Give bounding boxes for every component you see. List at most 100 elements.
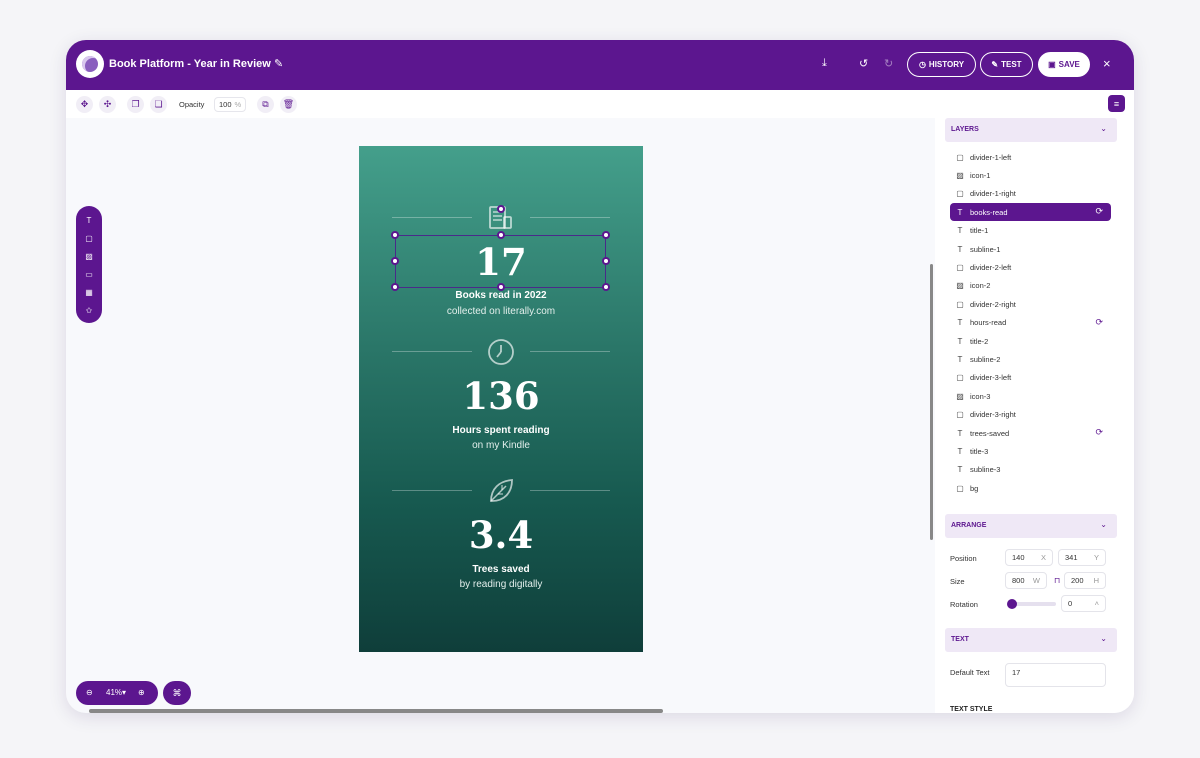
resize-handle[interactable] xyxy=(391,283,399,291)
lock-ratio-icon[interactable]: ⊓ xyxy=(1054,576,1061,585)
editor-window: Book Platform - Year in Review ✎ ⤓ ↺ ↻ ◷… xyxy=(66,40,1134,713)
chevron-down-icon[interactable]: ▾ xyxy=(122,688,127,697)
layer-item-icon-2[interactable]: ▨ icon-2 xyxy=(950,277,1111,295)
menu-icon[interactable]: ≡ xyxy=(1108,95,1125,112)
resize-handle[interactable] xyxy=(497,283,505,291)
title-3[interactable]: Trees saved xyxy=(472,564,530,575)
history-button[interactable]: ◷ HISTORY xyxy=(907,52,976,77)
layers-section-header[interactable]: LAYERS ⌄ xyxy=(945,118,1117,142)
canvas-area[interactable]: T ▢ ▨ ▭ ▦ ✩ 17 Books read in 2022 collec… xyxy=(66,118,934,713)
qr-code-tool-icon[interactable]: ▦ xyxy=(85,287,93,297)
undo-icon[interactable]: ↺ xyxy=(859,58,869,70)
rotation-field[interactable]: 0 ˄ xyxy=(1061,595,1106,612)
resize-handle[interactable] xyxy=(391,231,399,239)
vertical-scrollbar[interactable] xyxy=(930,264,933,540)
zoom-level[interactable]: 41% xyxy=(106,688,123,697)
resize-handle[interactable] xyxy=(602,231,610,239)
app-logo[interactable] xyxy=(76,50,104,78)
test-button[interactable]: ✎ TEST xyxy=(980,52,1033,77)
sync-icon[interactable]: ⟳ xyxy=(1095,316,1103,327)
slider-knob[interactable] xyxy=(1007,599,1017,609)
image-layer-icon: ▨ xyxy=(956,391,964,401)
default-text-label: Default Text xyxy=(950,668,990,677)
duplicate-icon[interactable]: ⧉ xyxy=(257,96,274,113)
redo-icon[interactable]: ↻ xyxy=(884,58,894,70)
divider-3-right[interactable] xyxy=(530,490,610,491)
layer-item-divider-2-right[interactable]: ▢ divider-2-right xyxy=(950,295,1111,313)
image-tool-icon[interactable]: ▨ xyxy=(85,251,93,261)
align-center-icon[interactable]: ✥ xyxy=(76,96,93,113)
sync-icon[interactable]: ⟳ xyxy=(1095,206,1103,217)
rotation-slider[interactable] xyxy=(1007,599,1056,609)
frame-tool-icon[interactable]: ▭ xyxy=(85,269,93,279)
trees-saved[interactable]: 3.4 xyxy=(468,513,534,557)
distribute-icon[interactable]: ✣ xyxy=(99,96,116,113)
pencil-icon[interactable]: ✎ xyxy=(274,58,284,70)
leaf-icon[interactable] xyxy=(487,477,515,510)
layer-item-icon-1[interactable]: ▨ icon-1 xyxy=(950,166,1111,184)
layer-item-divider-3-right[interactable]: ▢ divider-3-right xyxy=(950,406,1111,424)
divider-2-right[interactable] xyxy=(530,351,610,352)
title-1[interactable]: Books read in 2022 xyxy=(455,290,547,301)
bring-forward-icon[interactable]: ❐ xyxy=(127,96,144,113)
layer-item-divider-2-left[interactable]: ▢ divider-2-left xyxy=(950,258,1111,276)
fit-to-screen-button[interactable]: ⌘ xyxy=(163,681,191,705)
download-icon[interactable]: ⤓ xyxy=(822,57,827,69)
layer-item-bg[interactable]: ▢ bg xyxy=(950,479,1111,497)
size-label: Size xyxy=(950,577,965,586)
horizontal-scrollbar[interactable] xyxy=(89,709,663,713)
divider-3-left[interactable] xyxy=(392,490,472,491)
clock-icon[interactable] xyxy=(487,338,515,371)
layer-item-divider-3-left[interactable]: ▢ divider-3-left xyxy=(950,369,1111,387)
books-read[interactable]: 17 xyxy=(475,240,527,284)
resize-handle[interactable] xyxy=(602,283,610,291)
artboard[interactable]: 17 Books read in 2022 collected on liter… xyxy=(359,146,643,652)
trash-icon[interactable]: 🗑 xyxy=(280,96,297,113)
position-y-field[interactable]: 341 Y xyxy=(1058,549,1106,566)
subline-3[interactable]: by reading digitally xyxy=(459,579,543,590)
divider-1-right[interactable] xyxy=(530,217,610,218)
height-field[interactable]: 200 H xyxy=(1064,572,1106,589)
default-text-input[interactable]: 17 xyxy=(1005,663,1106,687)
hours-read[interactable]: 136 xyxy=(462,374,540,418)
arrange-section-header[interactable]: ARRANGE ⌄ xyxy=(945,514,1117,538)
subline-1[interactable]: collected on literally.com xyxy=(446,306,556,317)
layer-item-divider-1-right[interactable]: ▢ divider-1-right xyxy=(950,185,1111,203)
title-2[interactable]: Hours spent reading xyxy=(452,425,550,436)
sync-icon[interactable]: ⟳ xyxy=(1095,427,1103,437)
subline-2[interactable]: on my Kindle xyxy=(472,440,530,451)
layer-label: divider-3-right xyxy=(970,410,1016,420)
divider-1-left[interactable] xyxy=(392,217,472,218)
text-section-header[interactable]: TEXT ⌄ xyxy=(945,628,1117,652)
close-icon[interactable]: × xyxy=(1103,56,1111,71)
resize-handle[interactable] xyxy=(602,257,610,265)
rotate-handle[interactable] xyxy=(497,205,505,213)
shape-tool-icon[interactable]: ▢ xyxy=(85,233,93,243)
layer-item-divider-1-left[interactable]: ▢ divider-1-left xyxy=(950,148,1111,166)
resize-handle[interactable] xyxy=(497,231,505,239)
layer-item-icon-3[interactable]: ▨ icon-3 xyxy=(950,387,1111,405)
save-button[interactable]: ▣ SAVE xyxy=(1038,52,1090,77)
layer-label: divider-2-right xyxy=(970,299,1016,309)
divider-2-left[interactable] xyxy=(392,351,472,352)
width-field[interactable]: 800 W xyxy=(1005,572,1047,589)
position-x-field[interactable]: 140 X xyxy=(1005,549,1053,566)
selection-box[interactable] xyxy=(391,205,610,291)
text-tool-icon[interactable]: T xyxy=(86,215,92,225)
zoom-out-icon[interactable]: ⊖ xyxy=(86,688,93,697)
zoom-in-icon[interactable]: ⊕ xyxy=(138,688,145,697)
resize-handle[interactable] xyxy=(391,257,399,265)
opacity-field[interactable]: 100 % xyxy=(214,97,246,112)
send-backward-icon[interactable]: ❏ xyxy=(150,96,167,113)
sticker-tool-icon[interactable]: ✩ xyxy=(85,305,93,315)
text-layer-icon: T xyxy=(957,428,963,438)
